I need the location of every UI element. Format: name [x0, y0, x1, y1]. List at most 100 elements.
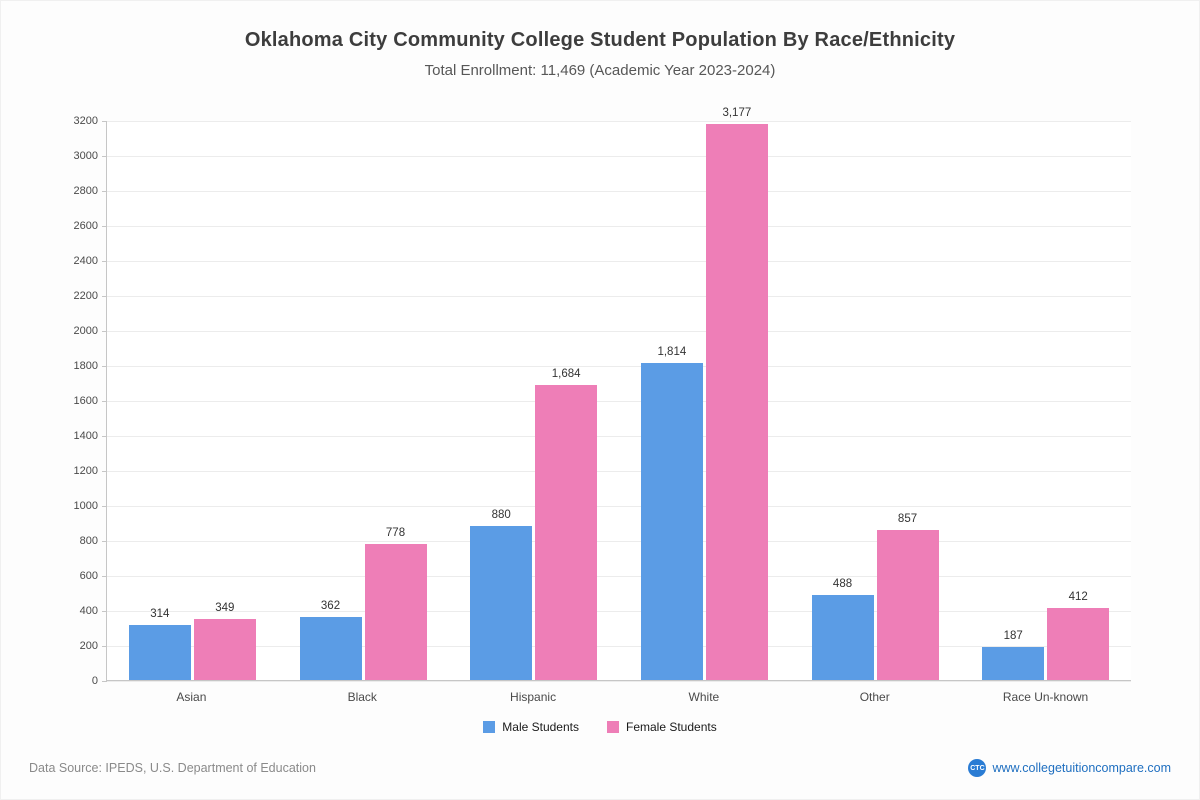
- x-axis-label-white: White: [688, 690, 720, 704]
- bar-value-label: 778: [385, 526, 406, 539]
- y-axis-tick-label: 3200: [73, 115, 98, 127]
- bar-male-students-other: 488: [811, 578, 874, 680]
- y-axis-tick: [102, 471, 107, 472]
- x-axis-label-race-un-known: Race Un-known: [1002, 690, 1089, 704]
- y-axis-tick: [102, 576, 107, 577]
- bar-value-label: 488: [832, 577, 853, 590]
- ctc-logo-icon: CTC: [968, 759, 987, 777]
- gridline: [107, 541, 1131, 542]
- chart-title: Oklahoma City Community College Student …: [244, 29, 956, 51]
- y-axis-tick-label: 800: [79, 535, 98, 547]
- legend-label: Male Students: [502, 720, 579, 734]
- y-axis-tick-label: 200: [79, 640, 98, 652]
- gridline: [107, 471, 1131, 472]
- y-axis-tick: [102, 436, 107, 437]
- y-axis-tick-label: 400: [79, 605, 98, 617]
- bar-female-students-other: 857: [876, 513, 939, 680]
- y-axis-tick-label: 2400: [73, 255, 98, 267]
- bar-female-students-hispanic: 1,684: [535, 368, 598, 680]
- bar-value-label: 1,814: [657, 345, 687, 358]
- bar-male-students-hispanic: 880: [470, 509, 533, 680]
- y-axis-tick-label: 1000: [73, 500, 98, 512]
- y-axis-tick: [102, 226, 107, 227]
- gridline: [107, 296, 1131, 297]
- x-axis-label-black: Black: [347, 690, 377, 704]
- y-axis-tick: [102, 681, 107, 682]
- bar-female-students-black: 778: [364, 527, 427, 680]
- y-axis-tick: [102, 261, 107, 262]
- gridline: [107, 646, 1131, 647]
- bar-group-black: 362 778: [278, 121, 449, 680]
- x-axis-label-other: Other: [859, 690, 890, 704]
- data-source-text: Data Source: IPEDS, U.S. Department of E…: [29, 761, 316, 775]
- gridline: [107, 401, 1131, 402]
- y-axis-tick: [102, 541, 107, 542]
- y-axis-tick-label: 2600: [73, 220, 98, 232]
- y-axis-tick-label: 1200: [73, 465, 98, 477]
- bar-value-label: 314: [150, 608, 170, 621]
- y-axis-tick-label: 1800: [73, 360, 98, 372]
- bar-group-other: 488 857: [790, 121, 961, 680]
- gridline: [107, 506, 1131, 507]
- y-axis-tick: [102, 331, 107, 332]
- gridline: [107, 261, 1131, 262]
- bar-group-hispanic: 880 1,684: [448, 121, 619, 680]
- y-axis-tick: [102, 611, 107, 612]
- y-axis-tick: [102, 401, 107, 402]
- y-axis-tick: [102, 646, 107, 647]
- legend-item-male-students: Male Students: [483, 720, 579, 734]
- y-axis-tick-label: 2000: [73, 325, 98, 337]
- legend-swatch-icon: [483, 721, 496, 733]
- bar-value-label: 880: [491, 509, 511, 521]
- y-axis: 0 200 400 600 800 1000 1200 1400 1600 1800 2000 220…: [1, 115, 98, 687]
- y-axis-tick-label: 1400: [73, 430, 98, 442]
- y-axis-tick: [102, 296, 107, 297]
- bar-male-students-white: 1,814: [640, 346, 703, 680]
- gridline: [107, 436, 1131, 437]
- legend-label: Female Students: [626, 720, 717, 734]
- gridline: [107, 191, 1131, 192]
- bar-female-students-race-un-known: 412: [1047, 591, 1110, 680]
- bar-group-white: 1,814 3,177: [619, 107, 790, 680]
- gridline: [107, 156, 1131, 157]
- bar-female-students-asian: 349: [193, 602, 256, 680]
- bar-value-label: 187: [1003, 630, 1023, 643]
- website-url: www.collegetuitioncompare.com: [992, 761, 1171, 775]
- footer: Data Source: IPEDS, U.S. Department of E…: [1, 759, 1199, 777]
- plot-area: 314 349 362 778 880 1,684 1,814 3,177 488 857 187 4…: [102, 107, 1131, 682]
- y-axis-tick-label: 2200: [73, 290, 98, 302]
- gridline: [107, 331, 1131, 332]
- y-axis-tick-label: 0: [91, 675, 98, 687]
- y-axis-tick: [102, 191, 107, 192]
- y-axis-tick: [102, 506, 107, 507]
- bar-value-label: 857: [897, 513, 918, 526]
- gridline: [107, 226, 1131, 227]
- bar-male-students-black: 362: [299, 600, 362, 680]
- bar-value-label: 1,684: [551, 368, 581, 381]
- y-axis-tick: [102, 121, 107, 122]
- bar-value-label: 412: [1068, 590, 1088, 603]
- gridline: [107, 121, 1131, 122]
- bar-female-students-white: 3,177: [705, 107, 768, 680]
- gridline: [107, 681, 1131, 682]
- legend-item-female-students: Female Students: [607, 720, 717, 734]
- bar-value-label: 362: [320, 599, 341, 612]
- y-axis-tick-label: 1600: [73, 395, 98, 407]
- bar-male-students-race-un-known: 187: [982, 630, 1045, 680]
- website-link[interactable]: CTC www.collegetuitioncompare.com: [968, 759, 1171, 777]
- chart-subtitle: Total Enrollment: 11,469 (Academic Year …: [424, 62, 776, 79]
- x-axis-labels: Asian Black Hispanic White Other Race Un-know…: [106, 690, 1131, 704]
- bar-group-race-un-known: 187 412: [960, 121, 1131, 680]
- x-axis-label-asian: Asian: [176, 690, 207, 704]
- y-axis-tick-label: 3000: [73, 150, 98, 162]
- legend-swatch-icon: [607, 721, 619, 733]
- bar-value-label: 3,177: [722, 107, 752, 120]
- gridline: [107, 576, 1131, 577]
- x-axis-label-hispanic: Hispanic: [510, 690, 557, 704]
- y-axis-tick-label: 600: [79, 570, 98, 582]
- y-axis-tick-label: 2800: [73, 185, 98, 197]
- gridline: [107, 611, 1131, 612]
- bar-value-label: 349: [215, 601, 235, 614]
- y-axis-tick: [102, 366, 107, 367]
